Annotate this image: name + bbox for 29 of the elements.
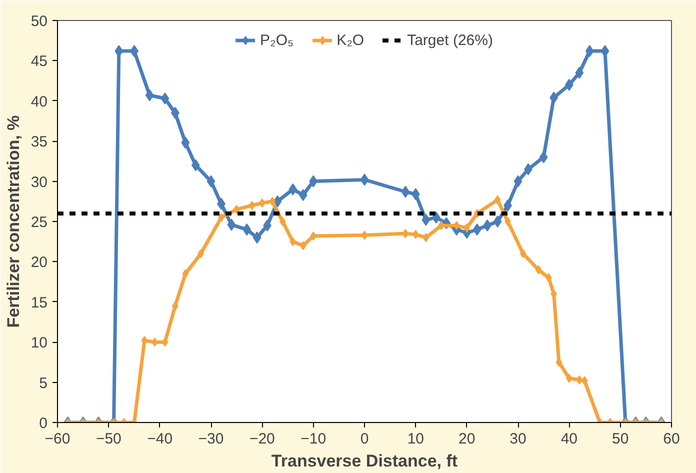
- x-tick-label: 0: [360, 430, 369, 448]
- x-axis-title: Transverse Distance, ft: [271, 452, 458, 470]
- x-tick-label: 40: [560, 430, 578, 448]
- x-tick-label: 50: [612, 430, 629, 448]
- y-tick-label: 45: [30, 53, 48, 70]
- y-tick-label: 15: [30, 294, 48, 312]
- y-tick-label: 5: [39, 374, 48, 392]
- y-tick-label: 35: [30, 134, 48, 151]
- legend-label: Target (26%): [407, 32, 493, 48]
- x-tick-label: 20: [458, 430, 476, 448]
- x-tick-label: −20: [249, 430, 275, 448]
- legend-label: P₂O₅: [260, 32, 294, 48]
- legend-label: K₂O: [336, 32, 364, 48]
- x-tick-label: 10: [407, 430, 424, 448]
- y-tick-label: 0: [39, 415, 48, 432]
- y-tick-label: 25: [30, 214, 48, 231]
- y-tick-label: 10: [30, 334, 48, 352]
- x-tick-label: −40: [147, 430, 173, 448]
- x-tick-label: 30: [510, 430, 526, 448]
- x-tick-label: 60: [663, 430, 680, 448]
- y-tick-label: 40: [30, 93, 48, 110]
- y-tick-label: 50: [30, 13, 48, 30]
- x-tick-label: −30: [198, 430, 224, 448]
- x-tick-label: −10: [300, 430, 326, 448]
- x-tick-label: −50: [96, 430, 122, 448]
- y-tick-label: 30: [30, 174, 48, 191]
- y-tick-label: 20: [30, 254, 48, 272]
- y-axis-title: Fertilizer concentration, %: [4, 115, 23, 328]
- x-tick-label: −60: [44, 430, 70, 448]
